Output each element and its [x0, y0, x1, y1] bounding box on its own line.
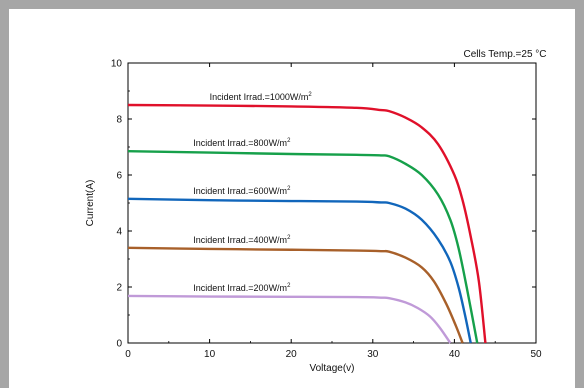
series-line-5	[127, 294, 452, 344]
x-axis: 0 10 20 30 40 50	[125, 63, 542, 360]
iv-curve-chart: 0 2 4 6 8 10 0 10 20 30 40 50 Incident Irrad.=1000…	[85, 49, 547, 374]
series-label-3: Incident Irrad.=600W/m2	[193, 186, 291, 196]
y-axis-label: Current(A)	[85, 180, 96, 227]
y-tick-label: 2	[116, 283, 122, 294]
x-tick-label: 50	[530, 349, 542, 360]
x-tick-label: 30	[367, 349, 379, 360]
x-axis-label: Voltage(v)	[309, 363, 354, 374]
series-label-2: Incident Irrad.=800W/m2	[193, 138, 291, 148]
series-label-1: Incident Irrad.=1000W/m2	[210, 92, 313, 102]
temperature-annotation: Cells Temp.=25 °C	[463, 49, 546, 60]
series-line-1	[127, 103, 487, 344]
x-tick-label: 10	[204, 349, 216, 360]
series-group	[127, 103, 487, 344]
x-tick-label: 0	[125, 349, 131, 360]
series-label-5: Incident Irrad.=200W/m2	[193, 283, 291, 293]
y-tick-label: 6	[116, 171, 122, 182]
y-tick-label: 0	[116, 339, 122, 350]
series-line-2	[127, 150, 479, 344]
series-line-3	[127, 197, 472, 344]
chart-frame: 0 2 4 6 8 10 0 10 20 30 40 50 Incident Irrad.=1000…	[9, 9, 575, 388]
x-tick-label: 20	[286, 349, 298, 360]
series-labels: Incident Irrad.=1000W/m2 Incident Irrad.=…	[193, 92, 312, 293]
y-tick-label: 8	[116, 115, 122, 126]
series-line-4	[127, 246, 464, 344]
y-axis: 0 2 4 6 8 10	[111, 59, 536, 350]
y-tick-label: 4	[116, 227, 122, 238]
y-tick-label: 10	[111, 59, 123, 70]
x-tick-label: 40	[449, 349, 461, 360]
series-label-4: Incident Irrad.=400W/m2	[193, 235, 291, 245]
